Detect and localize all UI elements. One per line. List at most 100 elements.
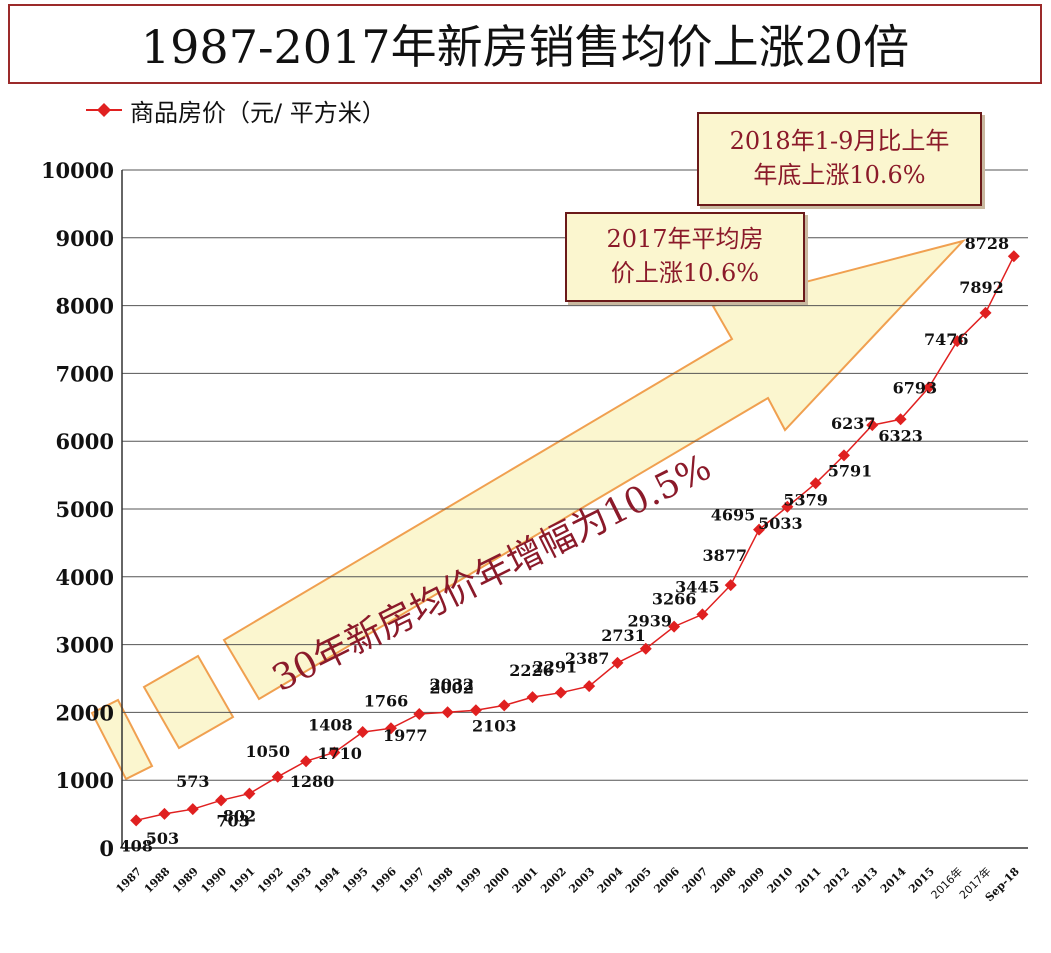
x-tick-label: 1989 (170, 865, 201, 896)
data-point (384, 722, 397, 735)
data-label: 8728 (965, 234, 1010, 253)
data-point (526, 691, 539, 704)
data-label: 1050 (245, 742, 290, 761)
annotation-2018-line1: 2018年1-9月比上年 (729, 127, 950, 155)
data-label: 2032 (430, 675, 475, 694)
data-point (554, 686, 567, 699)
data-point (753, 523, 766, 536)
y-tick-label: 10000 (41, 158, 114, 183)
page-title: 1987-2017年新房销售均价上涨20倍 (140, 20, 910, 74)
data-label: 1710 (317, 744, 362, 763)
y-tick-label: 0 (99, 836, 114, 861)
data-point (583, 680, 596, 693)
data-label: 703 (216, 811, 249, 830)
data-point (922, 381, 935, 394)
data-point (498, 699, 511, 712)
data-point (271, 770, 284, 783)
y-tick-label: 9000 (56, 226, 114, 251)
data-label: 3266 (652, 590, 697, 609)
data-label: 7892 (959, 278, 1004, 297)
data-point (1007, 250, 1020, 263)
data-label: 3445 (675, 577, 720, 596)
data-label: 2387 (565, 649, 610, 668)
y-tick-label: 8000 (56, 294, 114, 319)
y-tick-label: 6000 (56, 429, 114, 454)
data-label: 573 (176, 772, 209, 791)
x-tick-label: 2003 (566, 865, 597, 896)
x-tick-label: 2011 (793, 865, 824, 896)
data-point (866, 419, 879, 432)
data-label: 408 (119, 836, 152, 855)
data-label: 6793 (893, 378, 938, 397)
data-label: 1408 (308, 716, 353, 735)
y-tick-label: 7000 (56, 361, 114, 386)
data-label: 1280 (290, 772, 335, 791)
data-point (328, 746, 341, 759)
data-label: 3877 (702, 546, 747, 565)
x-tick-label: 1998 (425, 865, 456, 896)
x-tick-label: 2005 (623, 865, 654, 896)
data-label: 5379 (783, 490, 828, 509)
x-tick-label: 1995 (340, 865, 371, 896)
data-point (696, 608, 709, 621)
data-point (951, 335, 964, 348)
data-label: 802 (223, 807, 256, 826)
legend: 商品房价（元/ 平方米） (86, 92, 386, 128)
annotation-2017-line1: 2017年平均房 (606, 225, 764, 253)
x-tick-label: 1987 (113, 865, 144, 896)
y-tick-label: 1000 (56, 768, 114, 793)
data-point (781, 500, 794, 513)
data-point (724, 579, 737, 592)
data-label: 1766 (364, 691, 409, 710)
data-point (441, 706, 454, 719)
data-point (469, 704, 482, 717)
data-label: 6323 (878, 426, 923, 445)
data-point (639, 642, 652, 655)
x-tick-label: 2009 (736, 865, 767, 896)
data-label: 6237 (831, 414, 876, 433)
data-point (611, 656, 624, 669)
x-tick-label: 1996 (368, 865, 399, 896)
data-label: 2939 (628, 612, 673, 631)
data-label: 5791 (828, 461, 873, 480)
data-label: 2002 (429, 678, 474, 697)
data-label: 5033 (758, 514, 803, 533)
data-point (668, 620, 681, 633)
data-label: 1977 (383, 726, 428, 745)
annotation-2018-line2: 年底上涨10.6% (753, 161, 926, 189)
x-tick-label: 2008 (708, 865, 739, 896)
x-tick-label: 1994 (312, 865, 343, 896)
data-point (300, 755, 313, 768)
y-tick-label: 4000 (56, 565, 114, 590)
data-label: 2731 (601, 626, 646, 645)
x-tick-label: 1991 (227, 865, 258, 896)
x-tick-label: 2002 (538, 865, 569, 896)
data-point (979, 306, 992, 319)
data-point (894, 413, 907, 426)
annotation-2017: 2017年平均房 价上涨10.6% (565, 212, 805, 302)
x-tick-label: 2013 (850, 865, 881, 896)
x-tick-label: 1999 (453, 865, 484, 896)
title-box: 1987-2017年新房销售均价上涨20倍 (8, 4, 1042, 84)
y-tick-label: 2000 (56, 700, 114, 725)
y-tick-label: 3000 (56, 633, 114, 658)
y-tick-label: 5000 (56, 497, 114, 522)
data-point (186, 803, 199, 816)
annotation-2018: 2018年1-9月比上年 年底上涨10.6% (697, 112, 982, 206)
data-point (215, 794, 228, 807)
x-tick-label: 2001 (510, 865, 541, 896)
arrow-body (222, 239, 967, 701)
x-tick-label: 1997 (397, 865, 428, 896)
x-tick-label: 1993 (283, 865, 314, 896)
data-point (413, 707, 426, 720)
x-tick-label: 1992 (255, 865, 286, 896)
data-label: 2226 (509, 661, 554, 680)
x-tick-label: 2014 (878, 865, 909, 896)
data-label: 2291 (533, 658, 578, 677)
series-line (136, 255, 1015, 822)
data-point (158, 807, 171, 820)
legend-label: 商品房价（元/ 平方米） (130, 98, 386, 127)
data-point (809, 477, 822, 490)
